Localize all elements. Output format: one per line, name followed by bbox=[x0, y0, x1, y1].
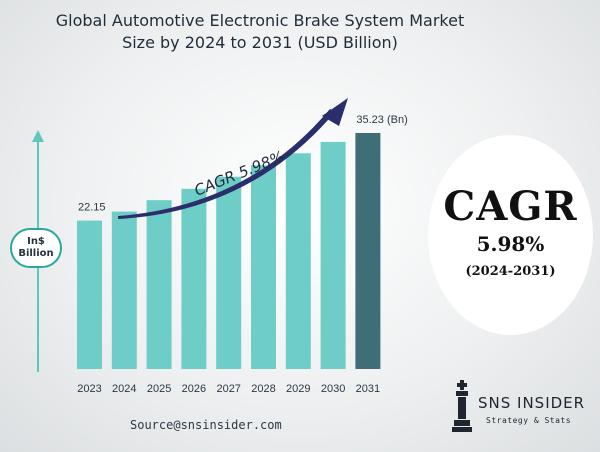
bar-2026 bbox=[181, 188, 207, 369]
unit-badge: In$ Billion bbox=[10, 228, 62, 268]
unit-line-2: Billion bbox=[18, 248, 54, 259]
cagr-callout: CAGR 5.98% (2024-2031) bbox=[428, 135, 593, 335]
x-tick-label-2028: 2028 bbox=[251, 383, 275, 395]
x-tick-label-2031: 2031 bbox=[356, 383, 380, 395]
chart-title: Global Automotive Electronic Brake Syste… bbox=[0, 10, 520, 54]
x-tick-label-2023: 2023 bbox=[77, 383, 101, 395]
cagr-heading: CAGR bbox=[443, 183, 578, 230]
logo-name: SNS INSIDER bbox=[478, 394, 586, 412]
x-tick-labels: 2023 2024 2025 2026 2027 2028 2029 2030 2031 bbox=[77, 383, 380, 395]
bar-2028 bbox=[251, 165, 276, 369]
cagr-value: 5.98% bbox=[476, 232, 545, 256]
cagr-period: (2024-2031) bbox=[465, 264, 556, 279]
x-tick-label-2027: 2027 bbox=[216, 383, 240, 395]
title-line-1: Global Automotive Electronic Brake Syste… bbox=[55, 11, 465, 30]
x-tick-label-2030: 2030 bbox=[321, 383, 345, 395]
chess-king-icon bbox=[452, 380, 472, 432]
y-axis-arrow-icon bbox=[32, 130, 44, 142]
data-label-2031: 35.23 (Bn) bbox=[356, 114, 407, 126]
bar-2024 bbox=[111, 211, 137, 369]
sns-insider-logo bbox=[452, 380, 472, 432]
data-label-2023: 22.15 bbox=[78, 202, 106, 214]
bars-group bbox=[77, 133, 381, 369]
source-text: Source@snsinsider.com bbox=[130, 418, 282, 432]
bar-2030 bbox=[320, 141, 346, 369]
bar-2029 bbox=[285, 153, 311, 369]
bar-2023 bbox=[77, 220, 102, 369]
bar-2025 bbox=[146, 200, 172, 369]
cagr-arrowhead-icon bbox=[322, 98, 348, 126]
x-tick-label-2029: 2029 bbox=[286, 383, 310, 395]
x-tick-label-2024: 2024 bbox=[112, 383, 136, 395]
title-line-2: Size by 2024 to 2031 (USD Billion) bbox=[122, 33, 398, 52]
bar-2031 bbox=[355, 133, 381, 369]
unit-line-1: In$ bbox=[27, 236, 45, 247]
bar-2027 bbox=[216, 176, 242, 369]
logo-tagline: Strategy & Stats bbox=[486, 416, 572, 425]
x-tick-label-2025: 2025 bbox=[147, 383, 171, 395]
data-labels: 22.15 35.23 (Bn) bbox=[78, 114, 408, 214]
x-tick-label-2026: 2026 bbox=[182, 383, 206, 395]
